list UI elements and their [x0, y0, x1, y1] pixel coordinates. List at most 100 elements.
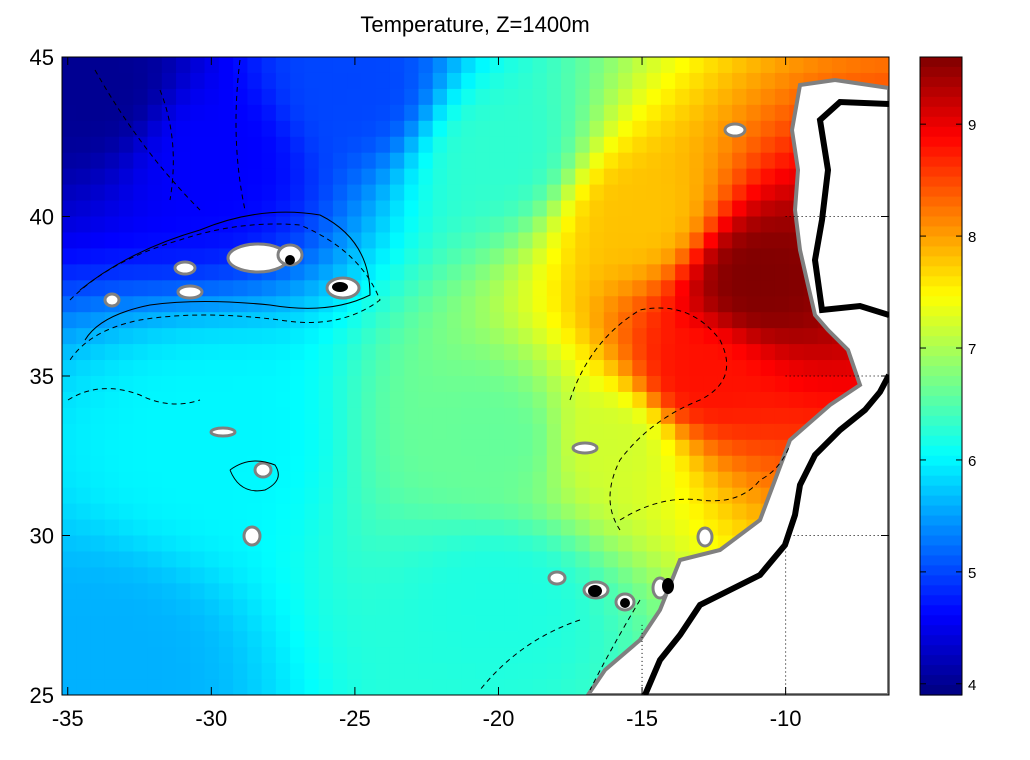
heat-cell — [133, 567, 149, 584]
heat-cell — [147, 72, 163, 90]
heat-cell — [446, 360, 462, 377]
heat-cell — [603, 72, 619, 90]
heat-cell — [603, 104, 619, 122]
heat-cell — [575, 152, 591, 170]
heat-cell — [532, 407, 548, 425]
heat-cell — [461, 439, 477, 457]
heat-cell — [817, 360, 833, 377]
heat-cell — [774, 328, 790, 345]
heat-cell — [717, 57, 733, 74]
heat-cell — [461, 583, 477, 600]
heat-cell — [603, 200, 619, 218]
heat-cell — [347, 455, 363, 473]
heat-cell — [618, 567, 633, 584]
heat-cell — [575, 280, 591, 297]
heat-cell — [347, 328, 363, 345]
heat-cell — [176, 423, 191, 441]
heat-cell — [90, 104, 106, 122]
heat-cell — [546, 376, 562, 393]
heat-cell — [404, 551, 420, 568]
heat-cell — [375, 216, 391, 234]
heat-cell — [603, 232, 619, 249]
heat-cell — [332, 328, 348, 345]
heat-cell — [161, 535, 177, 553]
heat-cell — [104, 280, 120, 297]
heat-cell — [760, 391, 776, 409]
heat-cell — [304, 72, 320, 90]
heat-cell — [404, 296, 420, 313]
heat-cell — [461, 631, 477, 648]
heat-cell — [76, 136, 92, 154]
heat-cell — [418, 328, 434, 345]
heat-cell — [589, 57, 605, 74]
heat-cell — [561, 631, 576, 648]
heat-cell — [290, 583, 305, 600]
heat-cell — [632, 152, 648, 170]
heat-cell — [518, 72, 534, 90]
heat-cell — [717, 376, 733, 393]
heat-cell — [133, 647, 149, 664]
heat-cell — [603, 376, 619, 393]
colorbar-cell — [920, 495, 962, 507]
heat-cell — [589, 551, 605, 568]
heat-cell — [732, 423, 748, 441]
heat-cell — [290, 200, 305, 218]
heat-cell — [304, 471, 320, 489]
heat-cell — [375, 519, 391, 537]
heat-cell — [532, 376, 548, 393]
heat-cell — [247, 599, 263, 616]
island — [723, 122, 747, 138]
heat-cell — [176, 503, 191, 521]
heat-cell — [119, 535, 134, 553]
heat-cell — [389, 312, 405, 329]
heat-cell — [147, 88, 163, 106]
heat-cell — [418, 423, 434, 441]
heat-cell — [261, 583, 277, 600]
heat-cell — [389, 631, 405, 648]
heat-cell — [104, 503, 120, 521]
heat-cell — [646, 503, 662, 521]
heat-cell — [204, 136, 220, 154]
heat-cell — [518, 471, 534, 489]
heat-cell — [133, 360, 149, 377]
heat-cell — [318, 312, 334, 329]
heat-cell — [233, 615, 248, 632]
heat-cell — [532, 120, 548, 138]
heat-cell — [147, 168, 163, 186]
heat-cell — [589, 503, 605, 521]
colorbar-cell — [920, 146, 962, 158]
heat-cell — [119, 248, 134, 265]
heat-cell — [446, 679, 462, 695]
heat-cell — [446, 88, 462, 106]
coastline-outer — [642, 98, 889, 695]
heat-cell — [261, 280, 277, 297]
heat-cell — [446, 471, 462, 489]
heat-cell — [504, 455, 519, 473]
heat-cell — [233, 344, 248, 361]
heat-cell — [461, 503, 477, 521]
colorbar-cell — [920, 415, 962, 427]
heat-cell — [575, 391, 591, 409]
heat-cell — [717, 216, 733, 234]
heat-cell — [760, 439, 776, 457]
heat-cell — [318, 503, 334, 521]
heat-cell — [233, 120, 248, 138]
x-tick-label: -20 — [483, 706, 515, 731]
heat-cell — [361, 360, 377, 377]
heat-cell — [504, 360, 519, 377]
heat-cell — [389, 200, 405, 218]
heat-cell — [475, 503, 491, 521]
heat-cell — [660, 328, 676, 345]
heat-cell — [504, 423, 519, 441]
heat-cell — [660, 200, 676, 218]
heat-cell — [774, 57, 790, 74]
heat-cell — [133, 216, 149, 234]
heat-cell — [504, 519, 519, 537]
heat-cell — [247, 200, 263, 218]
heat-cell — [418, 344, 434, 361]
heat-cell — [275, 503, 291, 521]
heat-cell — [275, 57, 291, 74]
heat-cell — [432, 503, 448, 521]
heat-cell — [546, 471, 562, 489]
heat-cell — [432, 583, 448, 600]
